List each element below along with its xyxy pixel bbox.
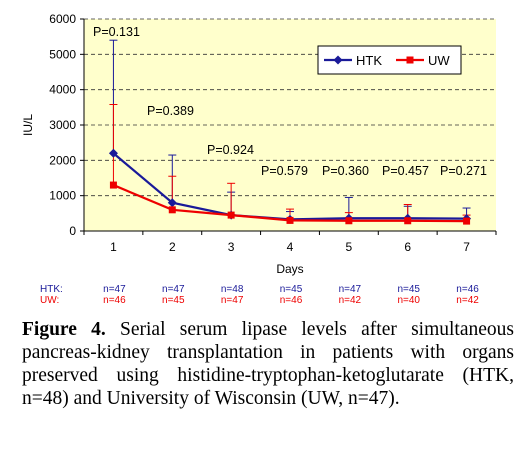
n-count: n=47 (221, 295, 244, 306)
n-count: n=45 (280, 284, 303, 295)
y-tick-label: 4000 (49, 83, 76, 97)
x-tick-label: 4 (287, 240, 294, 254)
p-value-label: P=0.457 (382, 164, 429, 178)
x-tick-label: 6 (404, 240, 411, 254)
p-value-label: P=0.389 (147, 104, 194, 118)
n-count: n=48 (221, 284, 244, 295)
data-point-uw (345, 217, 353, 225)
chart: 0 1000 2000 3000 4000 5000 6000 1 2 3 4 5 6 7 Days IU/L… (21, 12, 497, 306)
legend-entry-uw: UW (428, 53, 450, 68)
n-count: n=46 (456, 284, 479, 295)
p-value-label: P=0.579 (261, 164, 308, 178)
legend-marker (333, 55, 343, 65)
figure-caption: Figure 4. Serial serum lipase levels aft… (22, 318, 514, 410)
y-tick-label: 3000 (49, 118, 76, 132)
n-count: n=47 (103, 284, 126, 295)
n-row-label-htk: HTK: (40, 284, 63, 295)
data-point-uw (168, 206, 176, 214)
n-count: n=47 (162, 284, 185, 295)
n-count: n=47 (339, 284, 362, 295)
data-point-uw (227, 211, 235, 219)
x-tick-label: 2 (169, 240, 176, 254)
data-point-uw (286, 216, 294, 224)
y-tick-label: 2000 (49, 153, 76, 167)
caption-text: Serial serum lipase levels after simulta… (22, 319, 514, 409)
n-count: n=40 (397, 295, 420, 306)
n-row-label-uw: UW: (40, 295, 59, 306)
y-tick-label: 1000 (49, 189, 76, 203)
x-tick-label: 1 (110, 240, 117, 254)
y-tick-label: 6000 (49, 12, 76, 26)
n-count: n=42 (456, 295, 479, 306)
legend-marker (406, 56, 414, 64)
caption-label: Figure 4. (22, 319, 106, 340)
x-tick-label: 5 (346, 240, 353, 254)
x-tick-label: 7 (463, 240, 470, 254)
n-count: n=42 (339, 295, 362, 306)
legend-entry-htk: HTK (356, 53, 382, 68)
data-point-uw (404, 217, 412, 225)
n-count: n=45 (397, 284, 420, 295)
p-value-label: P=0.924 (207, 143, 254, 157)
y-axis-label: IU/L (21, 114, 35, 136)
data-point-htk (108, 148, 118, 158)
p-value-label: P=0.131 (93, 25, 140, 39)
n-count: n=46 (280, 295, 303, 306)
y-tick-label: 0 (69, 224, 76, 238)
n-count: n=46 (103, 295, 126, 306)
y-tick-label: 5000 (49, 47, 76, 61)
data-point-uw (463, 217, 471, 225)
data-point-uw (109, 181, 117, 189)
x-tick-label: 3 (228, 240, 235, 254)
data-point-htk (167, 198, 177, 208)
n-count: n=45 (162, 295, 185, 306)
p-value-label: P=0.360 (322, 164, 369, 178)
p-value-label: P=0.271 (440, 164, 487, 178)
x-axis-label: Days (276, 262, 303, 276)
